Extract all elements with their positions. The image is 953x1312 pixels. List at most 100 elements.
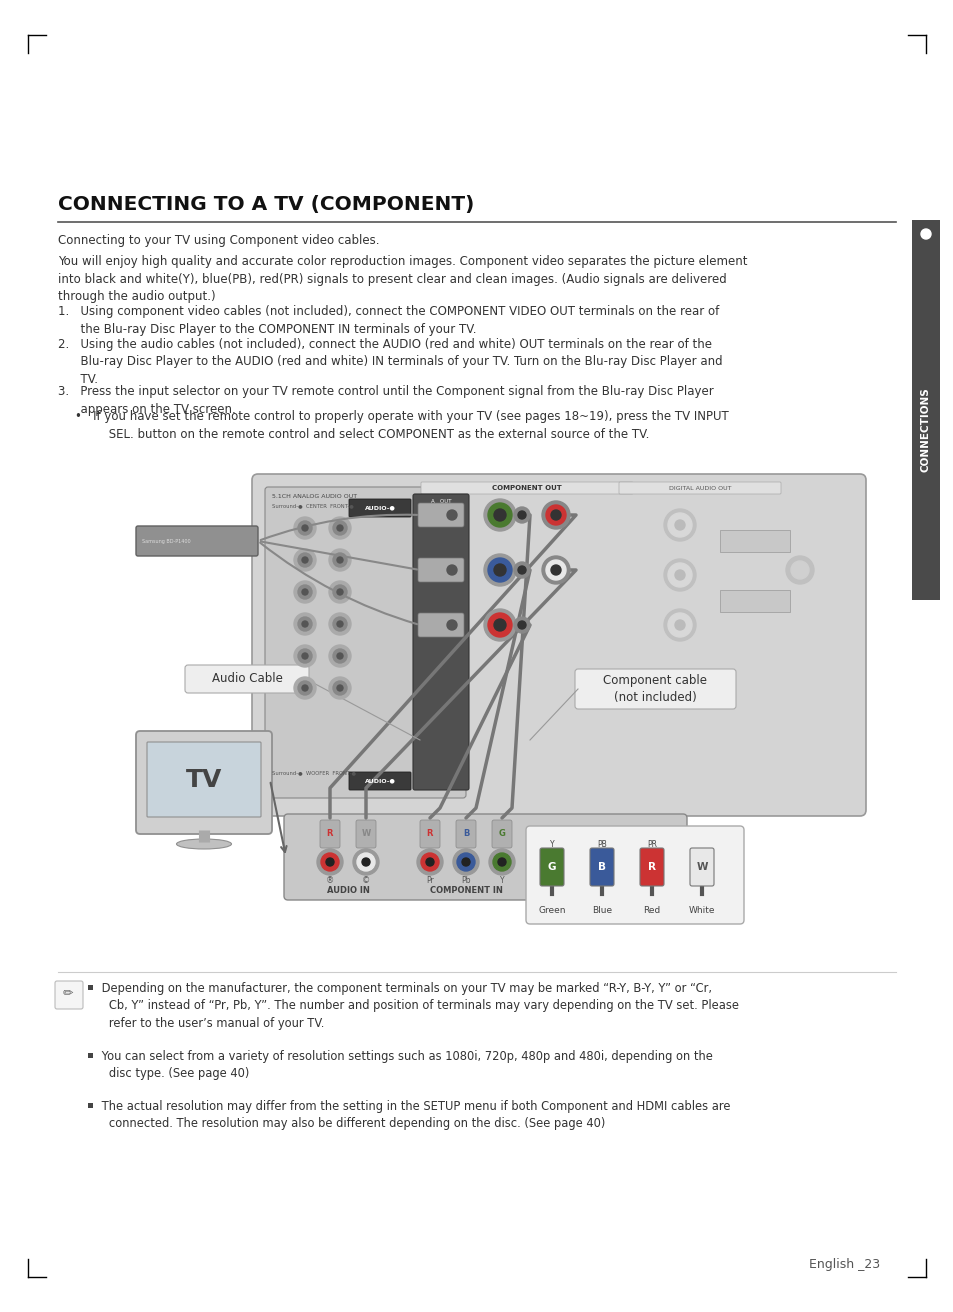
FancyBboxPatch shape xyxy=(689,848,713,886)
FancyBboxPatch shape xyxy=(492,820,512,848)
Circle shape xyxy=(493,853,511,871)
Circle shape xyxy=(663,559,696,590)
Circle shape xyxy=(302,621,308,627)
Circle shape xyxy=(326,858,334,866)
Circle shape xyxy=(456,853,475,871)
Circle shape xyxy=(329,517,351,539)
Text: Component cable
(not included): Component cable (not included) xyxy=(602,674,706,705)
Text: You will enjoy high quality and accurate color reproduction images. Component vi: You will enjoy high quality and accurate… xyxy=(58,255,747,303)
Bar xyxy=(720,530,789,552)
FancyBboxPatch shape xyxy=(413,495,469,790)
Text: Audio Cable: Audio Cable xyxy=(212,673,282,685)
Text: Blue: Blue xyxy=(591,907,612,914)
Circle shape xyxy=(302,685,308,691)
Circle shape xyxy=(667,563,691,586)
FancyBboxPatch shape xyxy=(349,771,411,790)
FancyBboxPatch shape xyxy=(284,813,686,900)
Circle shape xyxy=(494,564,505,576)
FancyBboxPatch shape xyxy=(55,981,83,1009)
FancyBboxPatch shape xyxy=(539,848,563,886)
Text: 2.   Using the audio cables (not included), connect the AUDIO (red and white) OU: 2. Using the audio cables (not included)… xyxy=(58,338,721,386)
Circle shape xyxy=(920,230,930,239)
Text: AUDIO-●: AUDIO-● xyxy=(364,778,395,783)
Text: PR: PR xyxy=(646,840,657,849)
Text: TV: TV xyxy=(186,768,222,792)
Text: Green: Green xyxy=(537,907,565,914)
Circle shape xyxy=(426,858,434,866)
Circle shape xyxy=(517,565,525,575)
FancyBboxPatch shape xyxy=(639,848,663,886)
Circle shape xyxy=(336,558,343,563)
Text: Connecting to your TV using Component video cables.: Connecting to your TV using Component vi… xyxy=(58,234,379,247)
Circle shape xyxy=(336,621,343,627)
Circle shape xyxy=(333,521,347,535)
Circle shape xyxy=(785,556,813,584)
Text: Y: Y xyxy=(499,876,504,886)
Text: CONNECTIONS: CONNECTIONS xyxy=(920,387,930,472)
Text: 1.   Using component video cables (not included), connect the COMPONENT VIDEO OU: 1. Using component video cables (not inc… xyxy=(58,304,719,336)
Circle shape xyxy=(675,520,684,530)
Circle shape xyxy=(420,853,438,871)
Circle shape xyxy=(545,505,565,525)
Circle shape xyxy=(297,649,312,663)
FancyBboxPatch shape xyxy=(355,820,375,848)
FancyBboxPatch shape xyxy=(420,482,633,495)
Circle shape xyxy=(663,509,696,541)
Text: W: W xyxy=(361,829,370,838)
Circle shape xyxy=(336,525,343,531)
Circle shape xyxy=(302,653,308,659)
Circle shape xyxy=(447,565,456,575)
Bar xyxy=(88,985,92,991)
Circle shape xyxy=(663,609,696,642)
Circle shape xyxy=(447,621,456,630)
FancyBboxPatch shape xyxy=(136,731,272,834)
Circle shape xyxy=(488,613,512,638)
Circle shape xyxy=(483,499,516,531)
Circle shape xyxy=(302,589,308,596)
Circle shape xyxy=(361,858,370,866)
Circle shape xyxy=(333,617,347,631)
Text: PB: PB xyxy=(597,840,606,849)
Circle shape xyxy=(356,853,375,871)
Circle shape xyxy=(488,558,512,583)
Circle shape xyxy=(294,646,315,666)
FancyBboxPatch shape xyxy=(185,665,309,693)
Text: The actual resolution may differ from the setting in the SETUP menu if both Comp: The actual resolution may differ from th… xyxy=(98,1099,730,1131)
Bar xyxy=(911,220,939,600)
Circle shape xyxy=(514,617,530,632)
Text: Depending on the manufacturer, the component terminals on your TV may be marked : Depending on the manufacturer, the compo… xyxy=(98,981,739,1030)
Circle shape xyxy=(294,517,315,539)
Circle shape xyxy=(497,858,505,866)
Text: COMPONENT IN: COMPONENT IN xyxy=(429,886,502,895)
Text: Pr: Pr xyxy=(426,876,434,886)
Circle shape xyxy=(675,569,684,580)
FancyBboxPatch shape xyxy=(525,827,743,924)
Circle shape xyxy=(302,558,308,563)
Text: G: G xyxy=(498,829,505,838)
Circle shape xyxy=(483,554,516,586)
Text: ®: ® xyxy=(326,876,334,886)
Circle shape xyxy=(320,853,338,871)
Circle shape xyxy=(329,581,351,604)
Circle shape xyxy=(494,619,505,631)
Text: G: G xyxy=(547,862,556,872)
Text: R: R xyxy=(327,829,333,838)
FancyBboxPatch shape xyxy=(136,526,257,556)
FancyBboxPatch shape xyxy=(575,669,735,708)
Text: Pb: Pb xyxy=(460,876,470,886)
FancyBboxPatch shape xyxy=(265,487,465,798)
Text: W: W xyxy=(696,862,707,872)
Circle shape xyxy=(514,506,530,523)
Text: English _23: English _23 xyxy=(808,1258,879,1271)
Text: ✏: ✏ xyxy=(63,988,73,1001)
FancyBboxPatch shape xyxy=(417,558,463,583)
Text: 5.1CH ANALOG AUDIO OUT: 5.1CH ANALOG AUDIO OUT xyxy=(272,495,356,499)
Text: AUDIO-●: AUDIO-● xyxy=(364,505,395,510)
Ellipse shape xyxy=(176,838,232,849)
Circle shape xyxy=(333,681,347,695)
Circle shape xyxy=(675,621,684,630)
Circle shape xyxy=(297,521,312,535)
Bar xyxy=(88,1054,92,1057)
Circle shape xyxy=(329,646,351,666)
Bar xyxy=(720,590,789,611)
